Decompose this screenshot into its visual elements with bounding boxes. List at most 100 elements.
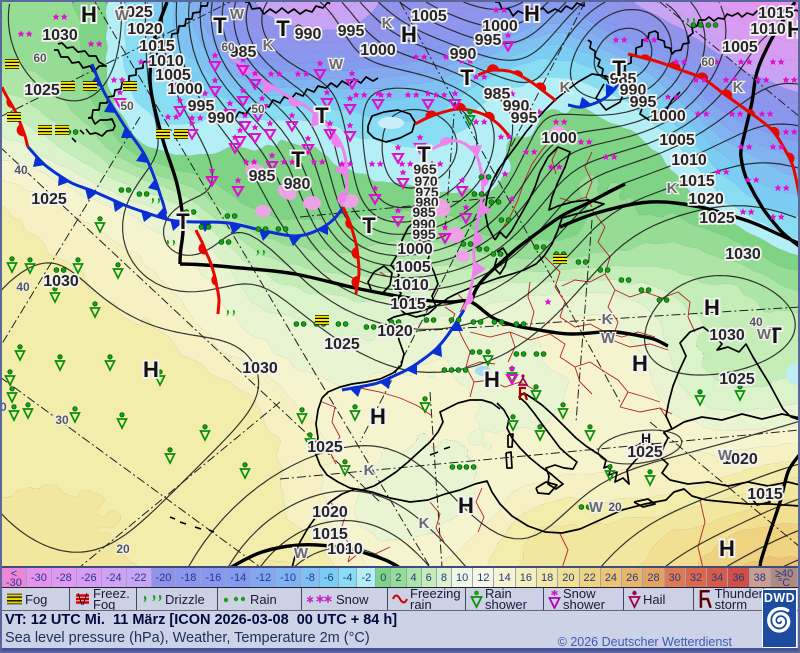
svg-text:K: K <box>382 15 393 32</box>
svg-text:1020: 1020 <box>688 191 724 208</box>
svg-text:1030: 1030 <box>709 327 745 344</box>
svg-text:K: K <box>602 311 613 328</box>
svg-text:975: 975 <box>415 184 439 200</box>
svg-text:W: W <box>115 7 130 24</box>
svg-text:995: 995 <box>630 94 657 111</box>
svg-text:T: T <box>291 147 305 172</box>
svg-text:1020: 1020 <box>127 21 163 38</box>
svg-text:W: W <box>230 6 245 23</box>
svg-text:1000: 1000 <box>167 81 203 98</box>
svg-text:990: 990 <box>450 46 477 63</box>
svg-text:1005: 1005 <box>722 39 758 56</box>
svg-text:T: T <box>276 16 290 41</box>
svg-text:1025: 1025 <box>324 336 360 353</box>
svg-text:1010: 1010 <box>327 541 363 558</box>
svg-text:50: 50 <box>120 99 134 113</box>
svg-text:W: W <box>718 447 733 464</box>
svg-text:40: 40 <box>16 280 30 294</box>
svg-text:970: 970 <box>414 173 438 189</box>
svg-text:K: K <box>733 79 744 96</box>
svg-text:K: K <box>263 37 274 54</box>
svg-text:H: H <box>704 295 720 320</box>
svg-text:K: K <box>560 79 571 96</box>
svg-text:1020: 1020 <box>722 451 758 468</box>
svg-text:990: 990 <box>412 216 436 232</box>
svg-text:1025: 1025 <box>307 439 343 456</box>
svg-text:T: T <box>315 103 329 128</box>
svg-text:W: W <box>589 499 604 516</box>
svg-text:1030: 1030 <box>43 273 79 290</box>
svg-text:1010: 1010 <box>393 277 429 294</box>
svg-text:30: 30 <box>2 400 7 414</box>
svg-text:995: 995 <box>188 98 215 115</box>
svg-text:995: 995 <box>412 226 436 242</box>
svg-text:T: T <box>460 65 474 90</box>
svg-text:H: H <box>524 2 540 26</box>
svg-text:985: 985 <box>230 44 257 61</box>
svg-text:1010: 1010 <box>148 53 184 70</box>
svg-text:1010: 1010 <box>671 152 707 169</box>
svg-text:K: K <box>667 180 678 197</box>
svg-text:H: H <box>370 404 386 429</box>
svg-text:1030: 1030 <box>725 246 761 263</box>
svg-text:990: 990 <box>208 110 235 127</box>
svg-text:1025: 1025 <box>699 210 735 227</box>
svg-text:985: 985 <box>249 168 276 185</box>
svg-text:60: 60 <box>221 40 235 54</box>
svg-text:T: T <box>176 209 190 234</box>
svg-text:1005: 1005 <box>395 259 431 276</box>
svg-text:1025: 1025 <box>117 4 153 21</box>
svg-text:T: T <box>417 142 431 167</box>
svg-text:H: H <box>81 2 97 27</box>
svg-text:985: 985 <box>484 86 511 103</box>
svg-text:1000: 1000 <box>397 241 433 258</box>
svg-text:995: 995 <box>511 110 538 127</box>
svg-text:1000: 1000 <box>482 18 518 35</box>
svg-text:1015: 1015 <box>758 5 794 22</box>
svg-text:K: K <box>364 462 375 479</box>
svg-text:30: 30 <box>55 413 69 427</box>
svg-text:H: H <box>401 22 417 47</box>
svg-text:H: H <box>484 367 500 392</box>
svg-text:W: W <box>329 56 344 73</box>
svg-text:990: 990 <box>620 82 647 99</box>
svg-text:1000: 1000 <box>650 108 686 125</box>
svg-text:T: T <box>213 13 227 38</box>
svg-text:1000: 1000 <box>541 130 577 147</box>
svg-text:1015: 1015 <box>312 526 348 543</box>
svg-text:T: T <box>362 213 376 238</box>
svg-text:1015: 1015 <box>390 296 426 313</box>
svg-text:990: 990 <box>295 26 322 43</box>
svg-text:50: 50 <box>251 102 265 116</box>
svg-text:H: H <box>143 357 159 382</box>
svg-text:985: 985 <box>610 71 637 88</box>
svg-text:H: H <box>719 536 735 561</box>
svg-text:W: W <box>757 326 772 343</box>
svg-text:990: 990 <box>503 98 530 115</box>
svg-text:1005: 1005 <box>155 67 191 84</box>
svg-text:1000: 1000 <box>360 42 396 59</box>
svg-text:1025: 1025 <box>719 371 755 388</box>
svg-text:1015: 1015 <box>747 486 783 503</box>
svg-text:H: H <box>458 493 474 518</box>
svg-text:20: 20 <box>608 500 622 514</box>
svg-text:980: 980 <box>284 176 311 193</box>
svg-text:20: 20 <box>116 542 130 556</box>
svg-text:1030: 1030 <box>242 360 278 377</box>
svg-text:1020: 1020 <box>377 323 413 340</box>
svg-text:T: T <box>768 323 782 348</box>
svg-text:1010: 1010 <box>750 21 786 38</box>
svg-text:H: H <box>787 17 798 42</box>
svg-text:1015: 1015 <box>679 173 715 190</box>
svg-text:H: H <box>641 430 651 446</box>
svg-text:1020: 1020 <box>312 504 348 521</box>
svg-text:1015: 1015 <box>139 38 175 55</box>
svg-text:40: 40 <box>749 315 763 329</box>
svg-text:995: 995 <box>338 23 365 40</box>
svg-text:985: 985 <box>412 204 436 220</box>
svg-text:60: 60 <box>701 55 715 69</box>
svg-text:1005: 1005 <box>659 132 695 149</box>
svg-text:K: K <box>419 515 430 532</box>
svg-text:1030: 1030 <box>42 27 78 44</box>
svg-text:1025: 1025 <box>24 82 60 99</box>
